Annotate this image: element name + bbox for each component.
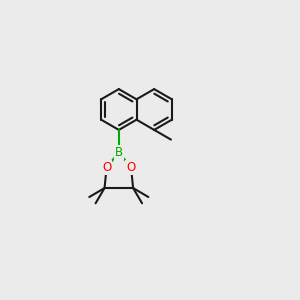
Text: O: O [102, 161, 111, 174]
Text: B: B [115, 146, 123, 159]
Text: O: O [126, 161, 136, 174]
